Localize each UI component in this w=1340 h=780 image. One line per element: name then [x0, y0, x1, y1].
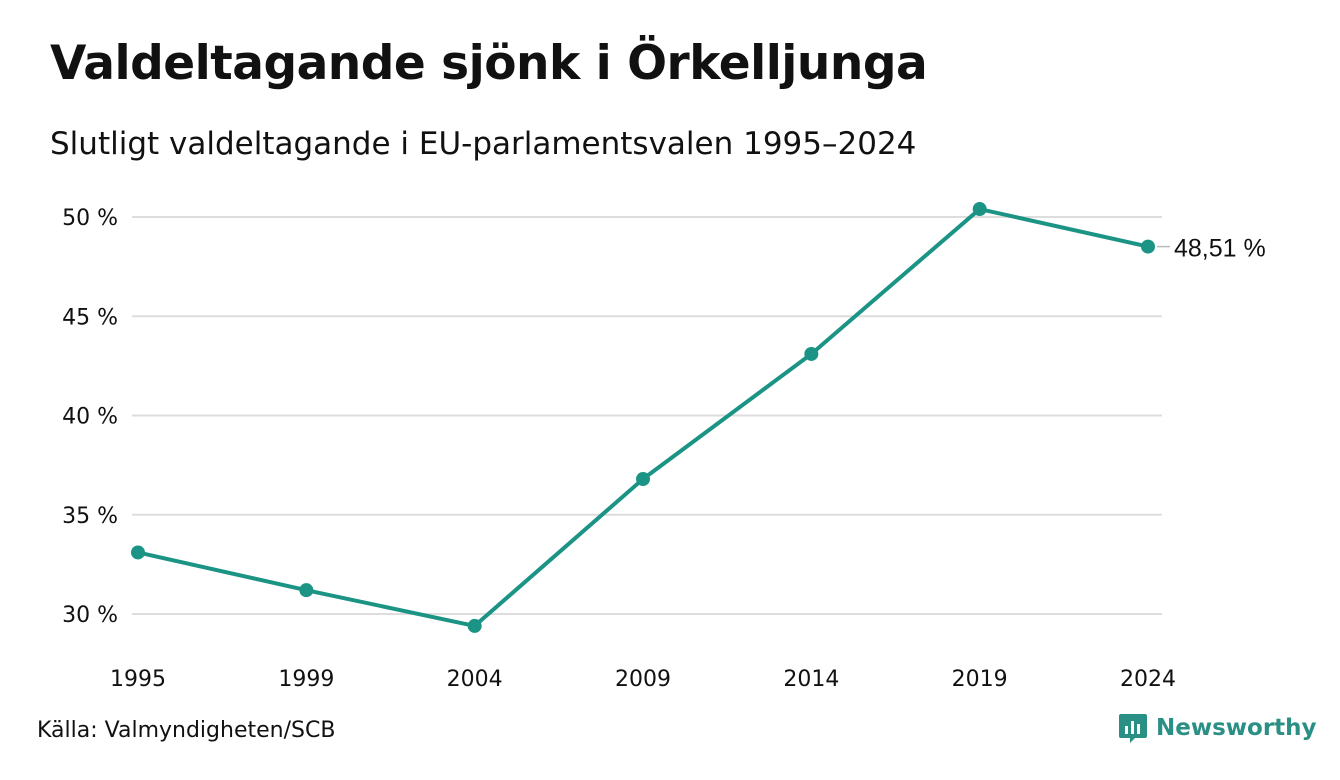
end-value-label: 48,51 % [1174, 235, 1266, 263]
x-tick-label: 2019 [952, 667, 1008, 692]
data-point [972, 202, 987, 217]
brand-logo: Newsworthy [1118, 712, 1317, 744]
data-point [131, 545, 145, 560]
x-tick-label: 1995 [110, 667, 166, 692]
y-tick-label: 30 % [62, 603, 118, 628]
data-point [804, 346, 819, 361]
x-tick-label: 2014 [783, 667, 839, 692]
x-tick-label: 2004 [447, 667, 503, 692]
y-tick-label: 50 % [62, 206, 118, 231]
chart-subtitle: Slutligt valdeltagande i EU-parlamentsva… [50, 126, 917, 162]
y-tick-label: 40 % [62, 405, 118, 430]
x-tick-label: 2009 [615, 667, 671, 692]
y-tick-label: 45 % [62, 305, 118, 330]
x-tick-label: 2024 [1120, 667, 1176, 692]
data-point [636, 472, 650, 487]
newsworthy-logo-icon [1119, 714, 1147, 743]
brand-name: Newsworthy [1156, 715, 1317, 741]
source-note: Källa: Valmyndigheten/SCB [37, 718, 336, 743]
x-tick-label: 1999 [278, 667, 334, 692]
chart-title: Valdeltagande sjönk i Örkelljunga [50, 36, 928, 91]
series-line [136, 207, 1150, 628]
data-point [467, 618, 482, 633]
y-tick-label: 35 % [62, 504, 118, 529]
data-point [1141, 239, 1155, 254]
data-point [299, 583, 314, 598]
